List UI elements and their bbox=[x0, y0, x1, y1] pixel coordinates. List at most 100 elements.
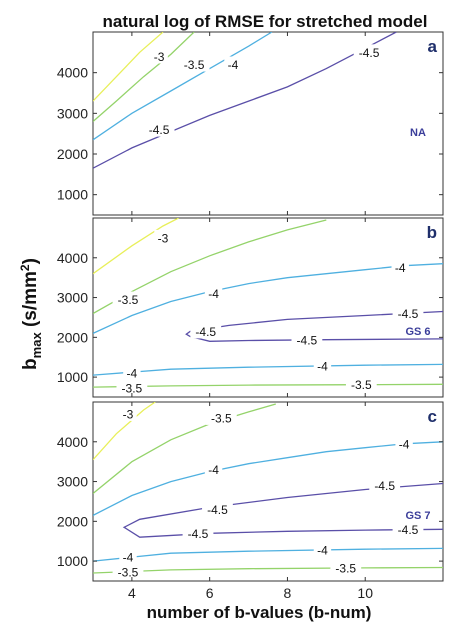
contour-label-bg bbox=[119, 549, 137, 565]
panel-label: a bbox=[428, 37, 438, 56]
contour-label: -4 bbox=[127, 367, 138, 381]
contour-label-bg bbox=[116, 379, 148, 395]
contour-line--4-5 bbox=[122, 482, 443, 538]
y-tick-label: 3000 bbox=[57, 474, 88, 490]
figure-title: natural log of RMSE for stretched model bbox=[103, 12, 428, 31]
contour-label: -4 bbox=[395, 261, 406, 275]
contour-label: -4 bbox=[208, 463, 219, 477]
contour-label-bg bbox=[112, 291, 144, 307]
y-tick-label: 1000 bbox=[57, 187, 88, 203]
panel-note: GS 6 bbox=[405, 326, 430, 338]
x-tick-label: 4 bbox=[128, 585, 136, 601]
contour-label-bg bbox=[353, 44, 385, 60]
panel-frame bbox=[92, 217, 444, 398]
panel-a: -3 -3.5 -4 -4.5 -4.5 1000 2000 3000 4000 a NA bbox=[57, 31, 444, 216]
panel-b: -3-3.5 -4-4-4.5-4.5-4.5-4-4-3.5 -3.5100020… bbox=[57, 217, 444, 398]
contour-lines bbox=[93, 402, 443, 574]
x-axis-label: number of b-values (b-num) bbox=[147, 603, 372, 622]
panel-note: NA bbox=[410, 127, 426, 139]
contour-label-bg bbox=[190, 323, 222, 339]
contour-label: -3.5 bbox=[118, 293, 139, 307]
contour-lines bbox=[93, 32, 397, 169]
contour-label: -4.5 bbox=[398, 523, 419, 537]
contour-label-bg bbox=[345, 376, 377, 392]
contour-label-bg bbox=[143, 121, 175, 137]
panels: -3-3.5 -4-4.5-4.51000200030004000aNA-3-3.… bbox=[57, 31, 444, 601]
contour-label-bg bbox=[205, 409, 237, 425]
contour-label-bg bbox=[291, 332, 323, 348]
contour-label: -3 bbox=[154, 50, 165, 64]
contour-label: -4 bbox=[123, 551, 134, 565]
panel-note: GS 7 bbox=[405, 510, 430, 522]
contour-line--3 bbox=[93, 402, 156, 461]
contour-label-bg bbox=[224, 56, 242, 72]
contour-label: -4.5 bbox=[195, 325, 216, 339]
x-tick-label: 6 bbox=[206, 585, 214, 601]
contour-label-bg bbox=[392, 521, 424, 537]
contour-label: -4 bbox=[317, 543, 328, 557]
contour-line--3-5 bbox=[93, 403, 276, 495]
contour-label: -4 bbox=[399, 437, 410, 451]
contour-label: -4 bbox=[208, 287, 219, 301]
contour-label-bg bbox=[182, 525, 214, 541]
contour-label-bg bbox=[369, 477, 401, 493]
contour-label-bg bbox=[204, 461, 223, 477]
contour-label: -3 bbox=[158, 231, 169, 245]
panel-label: b bbox=[427, 223, 437, 242]
contour-label-bg bbox=[330, 559, 362, 575]
contour-line--4 bbox=[93, 547, 443, 562]
contour-label-bg bbox=[202, 501, 233, 517]
contour-label: -4.5 bbox=[398, 307, 419, 321]
y-tick-label: 1000 bbox=[57, 369, 88, 385]
y-tick-label: 3000 bbox=[57, 290, 88, 306]
contour-label: -4.5 bbox=[207, 503, 228, 517]
contour-label-bg bbox=[313, 357, 332, 373]
y-axis-label: bmax (s/mm2) bbox=[18, 258, 44, 370]
contour-label: -3.5 bbox=[184, 58, 205, 72]
contour-label-bg bbox=[204, 285, 223, 301]
contour-line--4-5 bbox=[93, 32, 397, 169]
contour-label-bg bbox=[313, 541, 332, 557]
contour-label: -3.5 bbox=[118, 565, 139, 579]
y-tick-label: 4000 bbox=[57, 65, 88, 81]
x-tick-label: 10 bbox=[357, 585, 373, 601]
contour-line--3-5 bbox=[93, 566, 443, 574]
y-tick-label: 4000 bbox=[57, 434, 88, 450]
contour-label-bg bbox=[154, 229, 172, 245]
y-tick-label: 4000 bbox=[57, 250, 88, 266]
contour-label-bg bbox=[112, 563, 144, 579]
contour-label: -4 bbox=[317, 359, 328, 373]
contour-line--4 bbox=[93, 263, 443, 334]
contour-label-bg bbox=[392, 305, 424, 321]
contour-label-bg bbox=[178, 56, 210, 72]
contour-label-bg bbox=[119, 405, 137, 421]
contour-line--4 bbox=[93, 441, 443, 516]
contour-line--3-5 bbox=[93, 32, 195, 122]
y-tick-label: 3000 bbox=[57, 105, 88, 121]
contour-line--3 bbox=[93, 32, 164, 102]
contour-label: -4.5 bbox=[359, 46, 380, 60]
contour-label-bg bbox=[150, 48, 168, 64]
contour-label: -3.5 bbox=[211, 411, 232, 425]
contour-line--4 bbox=[93, 363, 443, 376]
x-tick-label: 8 bbox=[284, 585, 292, 601]
contour-label-bg bbox=[391, 259, 409, 275]
contour-label: -4.5 bbox=[188, 527, 209, 541]
contour-label: -3.5 bbox=[122, 381, 143, 395]
contour-label-bg bbox=[123, 365, 141, 381]
contour-label: -4.5 bbox=[149, 123, 170, 137]
panel-c: -3 -3.5-4-4-4.5-4.5-4.5 -4.5-4-4-3.5 -3.510… bbox=[57, 401, 444, 601]
contour-label-bg bbox=[395, 435, 413, 451]
y-tick-label: 2000 bbox=[57, 146, 88, 162]
contour-label: -3 bbox=[123, 407, 134, 421]
contour-label: -3.5 bbox=[335, 561, 356, 575]
contour-line--3 bbox=[93, 218, 179, 275]
contour-label: -3.5 bbox=[351, 378, 372, 392]
y-tick-label: 2000 bbox=[57, 513, 88, 529]
y-tick-label: 2000 bbox=[57, 329, 88, 345]
contour-line--4-5 bbox=[185, 310, 443, 342]
y-tick-label: 1000 bbox=[57, 553, 88, 569]
contour-line--4 bbox=[93, 32, 273, 141]
contour-label: -4 bbox=[228, 58, 239, 72]
